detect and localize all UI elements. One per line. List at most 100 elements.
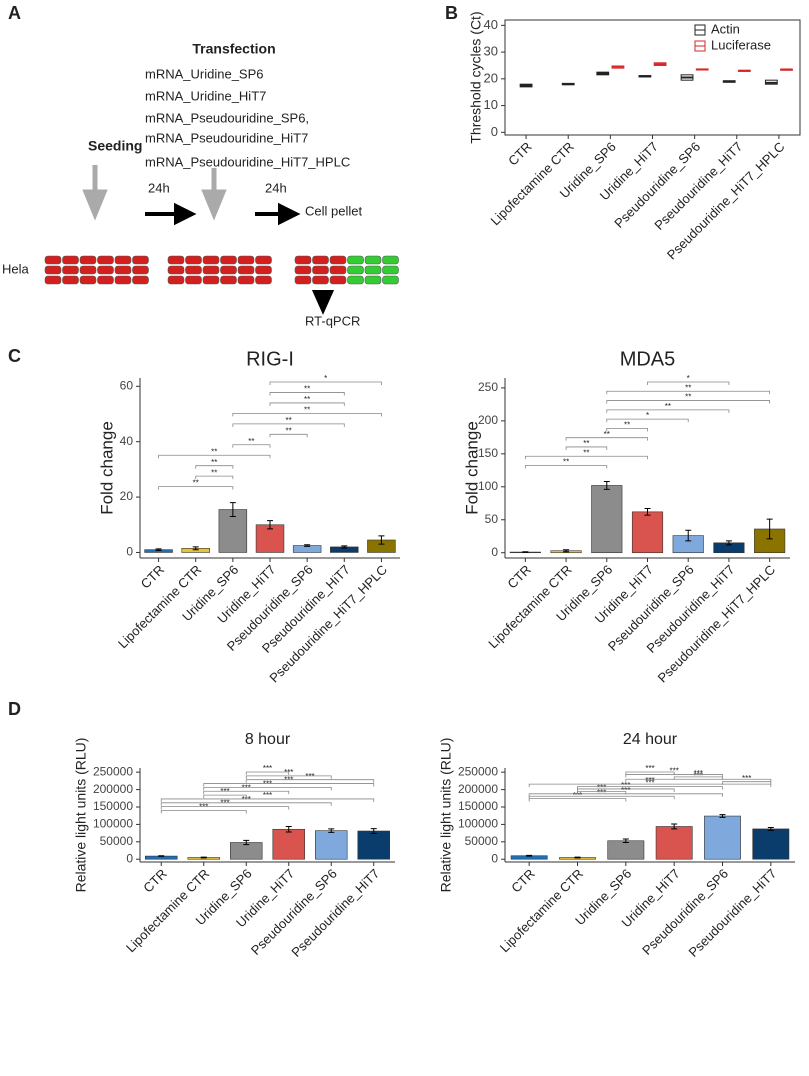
significance-bracket — [269, 433, 308, 438]
significance-label: *** — [263, 764, 272, 773]
well — [114, 255, 132, 265]
panel-label: A — [8, 3, 21, 23]
error-bar — [685, 529, 692, 542]
error-bar — [200, 856, 207, 859]
legend-label: Actin — [711, 21, 740, 36]
well — [364, 255, 382, 265]
significance-label: ** — [211, 468, 217, 477]
significance-bracket — [524, 455, 648, 460]
interval-label: 24h — [265, 180, 287, 195]
well — [255, 255, 272, 265]
significance-label: ** — [685, 393, 691, 402]
well — [364, 275, 382, 285]
well — [220, 265, 237, 275]
significance-bracket — [269, 392, 345, 396]
y-tick-label: 40 — [484, 17, 498, 32]
y-tick-label: 200000 — [458, 782, 498, 796]
significance-label: *** — [305, 772, 314, 781]
significance-bracket — [269, 402, 345, 406]
well — [294, 255, 312, 265]
significance-label: ** — [304, 385, 310, 394]
significance-bracket — [528, 795, 675, 800]
arrow — [255, 202, 301, 226]
y-tick-label: 150000 — [458, 799, 498, 813]
significance-bracket — [232, 423, 345, 427]
well — [97, 255, 114, 265]
well — [312, 275, 329, 285]
significance-bracket — [606, 409, 730, 413]
significance-bracket — [160, 798, 375, 802]
well — [185, 265, 202, 275]
chart-title: 8 hour — [245, 731, 291, 748]
y-tick-label: 100000 — [93, 817, 133, 831]
significance-bracket — [160, 806, 290, 810]
y-axis-label: Threshold cycles (Ct) — [468, 11, 484, 143]
significance-bracket — [232, 412, 382, 417]
significance-bracket — [269, 381, 382, 385]
chart-title: RIG-I — [246, 348, 294, 370]
well — [255, 275, 272, 285]
well — [347, 275, 364, 285]
significance-label: *** — [199, 803, 208, 812]
x-tick-label: Pseudouridine_HiT7 — [685, 866, 779, 960]
significance-label: ** — [285, 416, 291, 425]
readout-label: RT-qPCR — [305, 313, 360, 328]
y-tick-label: 60 — [120, 378, 134, 392]
significance-bracket — [673, 776, 723, 780]
well — [237, 265, 255, 275]
y-tick-label: 250000 — [93, 764, 133, 778]
y-tick-label: 0 — [491, 851, 498, 865]
y-tick-label: 50000 — [100, 834, 134, 848]
significance-label: ** — [583, 439, 589, 448]
mrna-label: mRNA_Uridine_SP6 — [145, 66, 264, 81]
chart-title: 24 hour — [623, 731, 678, 748]
error-bar — [229, 502, 236, 517]
y-axis-label: Relative light units (RLU) — [73, 738, 89, 893]
significance-label: *** — [263, 780, 272, 789]
bar — [607, 840, 645, 860]
y-tick-label: 50000 — [465, 834, 499, 848]
error-bar — [328, 828, 335, 833]
x-tick-label: CTR — [508, 866, 537, 895]
y-tick-label: 20 — [484, 70, 498, 85]
significance-bracket — [245, 775, 332, 779]
significance-label: *** — [242, 795, 251, 804]
significance-bracket — [565, 446, 608, 450]
well — [132, 275, 149, 285]
error-bar — [243, 839, 250, 846]
error-bar — [155, 548, 162, 552]
arrow — [201, 168, 227, 221]
significance-bracket — [722, 781, 772, 785]
well — [132, 255, 149, 265]
error-bar — [574, 856, 581, 859]
y-tick-label: 0 — [126, 851, 133, 865]
chart-title: MDA5 — [620, 348, 676, 370]
significance-bracket — [606, 418, 689, 423]
significance-label: *** — [694, 771, 703, 780]
significance-bracket — [158, 486, 234, 490]
y-tick-label: 20 — [120, 489, 134, 503]
significance-label: * — [646, 411, 649, 420]
bar — [631, 511, 664, 554]
significance-label: *** — [694, 769, 703, 778]
culture-plates — [44, 255, 399, 285]
significance-bracket — [195, 465, 234, 469]
panel-label: D — [8, 699, 21, 719]
error-bar — [526, 854, 533, 857]
significance-bracket — [203, 794, 247, 799]
bar — [752, 828, 790, 860]
error-bar — [622, 838, 629, 844]
significance-bracket — [160, 802, 332, 806]
significance-bracket — [577, 786, 723, 790]
y-tick-label: 50 — [485, 512, 499, 526]
significance-label: *** — [597, 788, 606, 797]
y-tick-label: 10 — [484, 97, 498, 112]
significance-label: *** — [621, 786, 630, 795]
well — [382, 275, 399, 285]
well — [255, 265, 272, 275]
interval-label: 24h — [148, 180, 170, 195]
error-bar — [766, 518, 773, 540]
significance-label: *** — [573, 791, 582, 800]
significance-bracket — [625, 778, 772, 783]
